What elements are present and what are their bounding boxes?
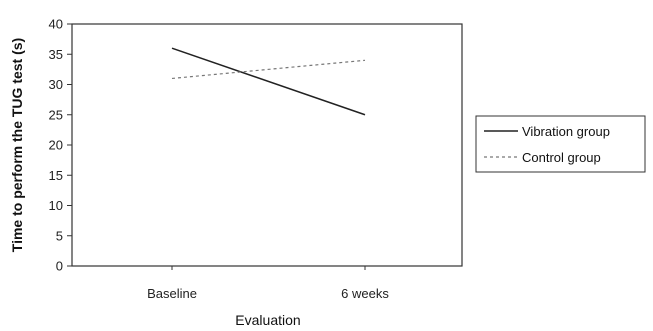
x-tick-label: 6 weeks <box>341 286 389 301</box>
x-tick-label: Baseline <box>147 286 197 301</box>
legend-label: Vibration group <box>522 124 610 139</box>
y-tick-label: 5 <box>56 228 63 243</box>
y-axis: 0 5 10 15 20 25 30 35 40 <box>49 17 72 274</box>
x-axis-title: Evaluation <box>235 312 300 328</box>
series-line-vibration <box>171 47 366 116</box>
x-axis: Baseline 6 weeks <box>147 266 389 301</box>
legend-label: Control group <box>522 150 601 165</box>
legend-box <box>475 115 646 173</box>
y-tick-label: 35 <box>49 47 63 62</box>
y-tick-label: 0 <box>56 259 63 274</box>
y-tick-label: 15 <box>49 168 63 183</box>
legend: Vibration group Control group <box>475 115 646 173</box>
y-tick-label: 30 <box>49 77 63 92</box>
y-axis-title: Time to perform the TUG test (s) <box>9 38 25 252</box>
y-tick-label: 10 <box>49 198 63 213</box>
y-tick-label: 20 <box>49 138 63 153</box>
series-lines <box>171 47 366 116</box>
y-tick-label: 40 <box>49 17 63 32</box>
plot-area <box>71 23 463 267</box>
series-line-control <box>171 59 366 80</box>
plot-border <box>71 23 463 267</box>
y-tick-label: 25 <box>49 107 63 122</box>
